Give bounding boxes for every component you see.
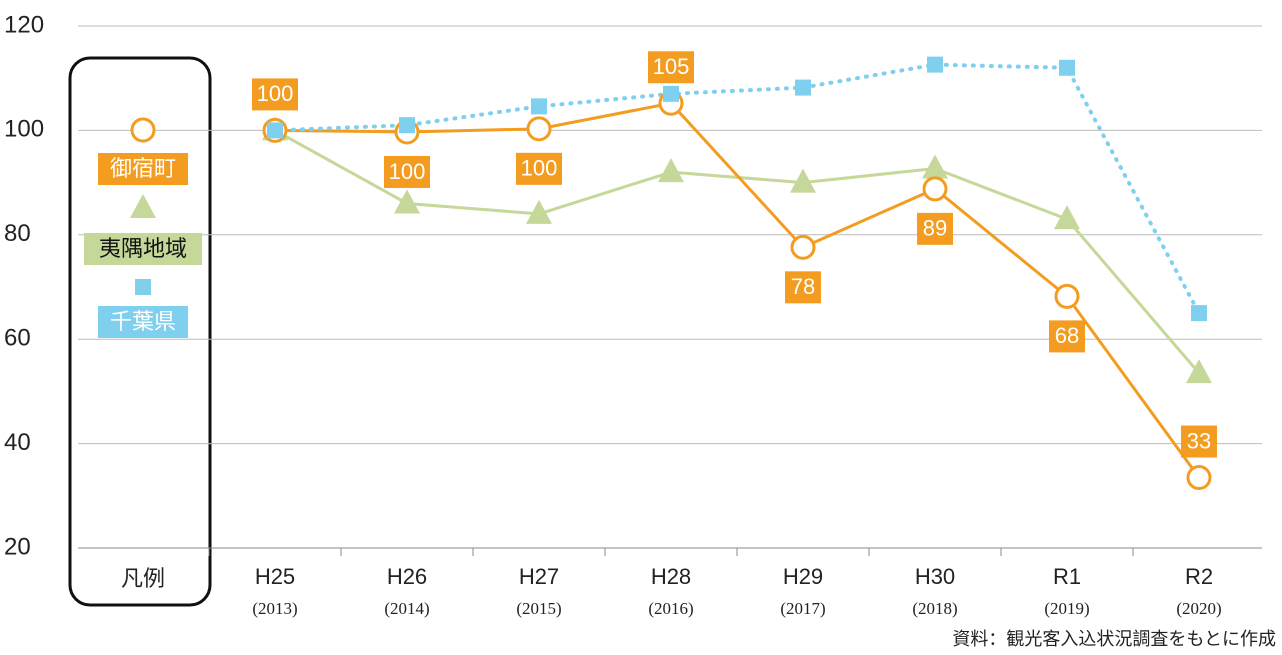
data-label-bg <box>648 51 694 84</box>
data-label: 89 <box>923 216 947 241</box>
data-label-bg <box>1181 425 1217 458</box>
x-tick-year: (2020) <box>1176 599 1221 618</box>
data-label-bg <box>384 155 430 188</box>
data-point <box>927 56 943 73</box>
data-point <box>526 116 552 142</box>
data-point <box>922 154 948 179</box>
y-tick-label: 40 <box>4 429 31 456</box>
x-tick-year: (2018) <box>912 599 957 618</box>
y-tick-label: 20 <box>4 533 31 560</box>
x-tick-year: (2019) <box>1044 599 1089 618</box>
data-label: 68 <box>1055 323 1079 348</box>
data-label: 100 <box>389 159 426 184</box>
data-point <box>526 199 552 224</box>
data-point <box>922 176 948 202</box>
data-point <box>1059 59 1075 76</box>
data-label: 100 <box>521 156 558 181</box>
legend-label-bg <box>84 233 202 265</box>
x-tick-label: H29 <box>783 564 823 589</box>
x-tick-year: (2014) <box>384 599 429 618</box>
x-tick-label: H27 <box>519 564 559 589</box>
legend-marker <box>130 117 156 143</box>
data-label-bg <box>516 152 562 185</box>
data-point <box>1054 283 1080 309</box>
data-label-bg <box>917 212 953 245</box>
y-tick-label: 120 <box>4 11 44 38</box>
legend-label-bg <box>98 153 188 185</box>
x-tick-label: H26 <box>387 564 427 589</box>
x-tick-label: H28 <box>651 564 691 589</box>
x-tick-label: R2 <box>1185 564 1213 589</box>
x-tick-year: (2017) <box>780 599 825 618</box>
x-tick-label: R1 <box>1053 564 1081 589</box>
x-tick-label: H30 <box>915 564 955 589</box>
data-point <box>663 85 679 102</box>
legend-label: 御宿町 <box>110 156 176 181</box>
y-tick-label: 60 <box>4 325 31 352</box>
data-label: 100 <box>257 81 294 106</box>
legend-label: 夷隅地域 <box>99 236 187 261</box>
data-label-bg <box>252 78 298 111</box>
legend-title: 凡例 <box>121 566 165 591</box>
data-point <box>795 79 811 96</box>
data-label-bg <box>785 271 821 304</box>
y-tick-label: 100 <box>4 116 44 143</box>
x-tick-year: (2016) <box>648 599 693 618</box>
data-label: 105 <box>653 54 690 79</box>
y-tick-label: 80 <box>4 220 31 247</box>
x-tick-year: (2013) <box>252 599 297 618</box>
data-label-bg <box>1049 320 1085 353</box>
data-point <box>1186 359 1212 384</box>
legend-label-bg <box>98 306 188 338</box>
legend-marker <box>135 279 151 295</box>
data-point <box>1191 305 1207 322</box>
data-point <box>531 98 547 115</box>
x-tick-year: (2015) <box>516 599 561 618</box>
data-point <box>658 158 684 183</box>
data-point <box>1054 205 1080 230</box>
data-point <box>267 122 283 139</box>
data-label: 78 <box>791 274 815 299</box>
data-point <box>399 117 415 134</box>
source-note: 資料：観光客入込状況調査をもとに作成 <box>952 629 1276 649</box>
data-point <box>394 189 420 214</box>
data-label: 33 <box>1187 428 1211 453</box>
legend-marker <box>130 194 156 218</box>
data-point <box>1186 465 1212 491</box>
legend-label: 千葉県 <box>110 309 176 334</box>
data-point <box>790 234 816 260</box>
x-tick-label: H25 <box>255 564 295 589</box>
series-line <box>273 62 1201 316</box>
legend-box <box>68 56 212 607</box>
data-point <box>790 168 816 193</box>
series-line <box>273 101 1201 480</box>
